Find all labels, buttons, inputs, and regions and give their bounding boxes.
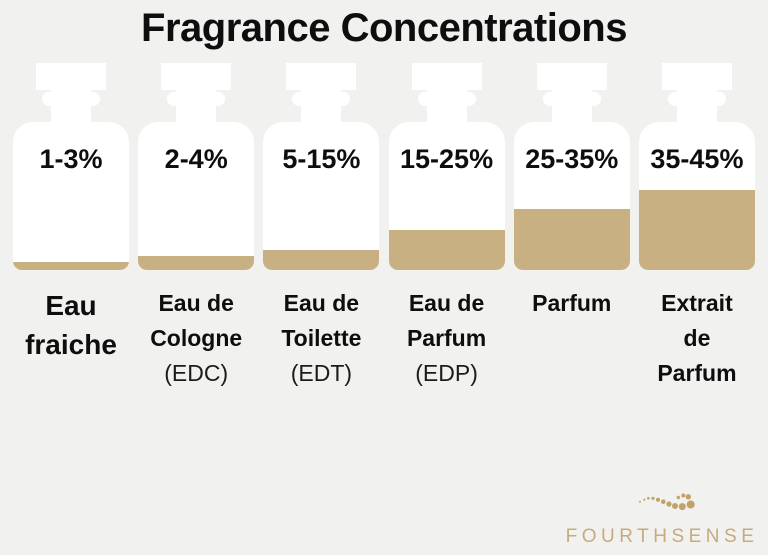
bottle-label: Extrait de Parfum: [657, 286, 736, 391]
bottle-body: 25-35%: [513, 122, 630, 270]
bottle-cap: [411, 63, 482, 90]
label-line: Eau de: [408, 290, 485, 316]
brand-name: FOURTHSENSE: [565, 526, 759, 547]
concentration-range: 5-15%: [282, 144, 361, 174]
liquid-fill: [513, 209, 630, 270]
label-abbreviation: (EDT): [290, 359, 353, 386]
dot-swoosh-icon: [639, 493, 695, 511]
label-line: Eau: [45, 290, 97, 321]
liquid-fill: [388, 230, 505, 270]
bottle-cap: [536, 63, 607, 90]
bottle-cap: [661, 63, 732, 90]
bottle-cap: [161, 63, 232, 90]
brand-logo: FOURTHSENSE: [565, 484, 759, 548]
bottle-cap: [36, 63, 106, 90]
label-line: fraiche: [25, 329, 117, 361]
concentration-range: 15-25%: [400, 144, 494, 174]
concentration-range: 1-3%: [39, 144, 103, 174]
concentration-range: 2-4%: [164, 144, 228, 174]
bottle-collar: [167, 92, 226, 106]
bottle-collar: [667, 92, 726, 106]
label-abbreviation: (EDP): [415, 359, 478, 386]
page-title: Fragrance Concentrations: [141, 6, 627, 50]
perfume-bottle-icon: 2-4%: [138, 63, 255, 270]
label-line: Toilette: [281, 324, 362, 351]
bottle-body: 35-45%: [638, 122, 755, 270]
label-line: de: [683, 324, 711, 351]
bottle-body: 1-3%: [13, 122, 129, 270]
perfume-bottle-icon: 25-35%: [513, 63, 630, 270]
bottle-cap: [286, 63, 357, 90]
bottle-column-extrait-de-parfum: 35-45% Extrait de Parfum: [638, 63, 755, 391]
label-line: Parfum: [406, 324, 487, 351]
perfume-bottle-icon: 15-25%: [388, 63, 505, 270]
bottle-column-parfum: 25-35% Parfum: [513, 63, 630, 391]
liquid-fill: [638, 190, 755, 270]
bottle-body: 5-15%: [263, 122, 380, 270]
bottles-row: 1-3% Eau fraiche 2-4% Eau de: [0, 63, 768, 391]
bottle-label: Parfum: [532, 286, 611, 321]
liquid-fill: [263, 250, 380, 270]
liquid-fill: [138, 256, 255, 270]
bottle-collar: [542, 92, 601, 106]
bottle-body: 2-4%: [138, 122, 255, 270]
bottle-column-eau-de-cologne: 2-4% Eau de Cologne (EDC): [138, 63, 255, 391]
bottle-column-eau-de-toilette: 5-15% Eau de Toilette (EDT): [263, 63, 380, 391]
label-line: Parfum: [657, 359, 737, 386]
label-line: Eau de: [283, 290, 360, 316]
label-line: Parfum: [532, 290, 612, 316]
bottle-collar: [417, 92, 476, 106]
concentration-range: 25-35%: [525, 144, 619, 174]
label-line: Cologne: [150, 324, 243, 351]
bottle-column-eau-de-parfum: 15-25% Eau de Parfum (EDP): [388, 63, 505, 391]
bottle-collar: [292, 92, 351, 106]
bottle-label: Eau fraiche: [25, 286, 117, 364]
bottle-column-eau-fraiche: 1-3% Eau fraiche: [13, 63, 129, 391]
bottle-body: 15-25%: [388, 122, 505, 270]
bottle-label: Eau de Toilette (EDT): [281, 286, 361, 391]
bottle-collar: [42, 92, 100, 106]
liquid-fill: [13, 262, 129, 270]
perfume-bottle-icon: 1-3%: [13, 63, 129, 270]
infographic-canvas: Fragrance Concentrations 1-3% Eau fraich…: [0, 6, 768, 555]
bottle-label: Eau de Parfum (EDP): [407, 286, 486, 391]
perfume-bottle-icon: 5-15%: [263, 63, 380, 270]
label-line: Extrait: [661, 290, 733, 316]
bottle-label: Eau de Cologne (EDC): [150, 286, 242, 391]
label-line: Eau de: [158, 290, 234, 316]
label-abbreviation: (EDC): [164, 359, 229, 386]
perfume-bottle-icon: 35-45%: [638, 63, 755, 270]
concentration-range: 35-45%: [650, 144, 744, 174]
